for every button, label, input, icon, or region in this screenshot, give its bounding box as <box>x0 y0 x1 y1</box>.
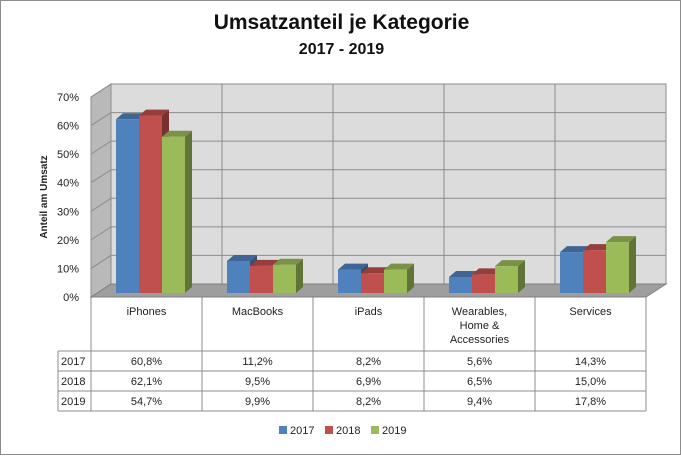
bar-2017 <box>338 269 361 293</box>
legend-swatch-2018 <box>325 426 333 434</box>
bar-2018 <box>583 250 606 293</box>
bar-2019 <box>273 264 296 293</box>
data-label: 5,6% <box>467 356 492 368</box>
category-label: iPhones <box>127 306 167 318</box>
bar-2019 <box>162 136 185 293</box>
data-label: 8,2% <box>356 356 381 368</box>
data-label: 8,2% <box>356 396 381 408</box>
y-tick-label: 0% <box>63 292 79 304</box>
data-label: 14,3% <box>575 356 606 368</box>
bar-top <box>560 246 590 253</box>
bar-2017 <box>449 277 472 293</box>
data-label: 62,1% <box>131 376 162 388</box>
legend-swatch-2019 <box>371 426 379 434</box>
gridline <box>90 226 666 241</box>
bar-top <box>139 109 169 116</box>
table-series-name: 2018 <box>61 376 85 388</box>
category-label: Services <box>569 306 612 318</box>
legend-label: 2018 <box>336 425 360 437</box>
bar-top <box>162 130 192 137</box>
bar-2017 <box>227 261 250 293</box>
table-series-name: 2017 <box>61 356 85 368</box>
gridline <box>90 254 666 269</box>
gridline <box>90 140 666 155</box>
category-label: iPads <box>355 306 383 318</box>
category-label: Accessories <box>450 334 510 346</box>
table-series-name: 2019 <box>61 396 85 408</box>
y-tick-label: 20% <box>57 235 79 247</box>
category-label: MacBooks <box>232 306 284 318</box>
y-tick-label: 10% <box>57 263 79 275</box>
gridline <box>90 112 666 126</box>
bar-top <box>227 255 257 261</box>
bar-top <box>472 268 502 275</box>
chart-titles: Umsatzanteil je Kategorie 2017 - 2019 <box>1 11 681 59</box>
data-label: 17,8% <box>575 396 606 408</box>
bar-side <box>407 263 414 293</box>
bar-top <box>606 236 636 243</box>
data-label: 15,0% <box>575 376 606 388</box>
legend-swatch-2017 <box>279 426 287 434</box>
data-label: 9,4% <box>467 396 492 408</box>
legend-label: 2017 <box>290 425 314 437</box>
data-label: 6,5% <box>467 376 492 388</box>
bar-2018 <box>472 274 495 293</box>
bar-2018 <box>250 265 273 293</box>
y-tick-label: 70% <box>57 92 79 104</box>
chart-subtitle: 2017 - 2019 <box>298 41 385 58</box>
bar-2019 <box>495 266 518 293</box>
data-label: 9,9% <box>245 396 270 408</box>
bar-top <box>250 259 280 266</box>
bar-2019 <box>606 242 629 293</box>
data-label: 9,5% <box>245 376 270 388</box>
bar-top <box>338 263 368 270</box>
bar-top <box>449 271 479 277</box>
data-label: 60,8% <box>131 356 162 368</box>
bar-side <box>185 130 192 293</box>
legend-label: 2019 <box>382 425 406 437</box>
bar-side <box>296 258 303 293</box>
y-tick-label: 50% <box>57 149 79 161</box>
bar-top <box>384 263 414 270</box>
data-label: 6,9% <box>356 376 381 388</box>
bar-top <box>273 258 303 265</box>
bar-top <box>361 267 391 274</box>
bar-2018 <box>139 115 162 293</box>
y-axis-label: Anteil am Umsatz <box>39 155 50 238</box>
bar-side <box>518 260 525 293</box>
y-tick-label: 60% <box>57 121 79 133</box>
bar-top <box>495 260 525 267</box>
bar-2018 <box>361 273 384 293</box>
bar-top <box>116 113 146 120</box>
bar-2017 <box>560 252 583 293</box>
bar-2019 <box>384 269 407 293</box>
data-label: 54,7% <box>131 396 162 408</box>
side-wall <box>90 83 112 298</box>
data-label: 11,2% <box>242 356 273 368</box>
category-label: Wearables, <box>452 306 507 318</box>
bar-top <box>583 244 613 251</box>
chart-title: Umsatzanteil je Kategorie <box>213 11 470 34</box>
category-label: Home & <box>460 320 500 332</box>
bar-side <box>629 236 636 293</box>
bar-2017 <box>116 119 139 294</box>
gridline <box>90 83 666 98</box>
y-tick-label: 40% <box>57 178 79 190</box>
y-tick-label: 30% <box>57 206 79 218</box>
gridline <box>90 169 666 184</box>
gridline <box>90 197 666 212</box>
